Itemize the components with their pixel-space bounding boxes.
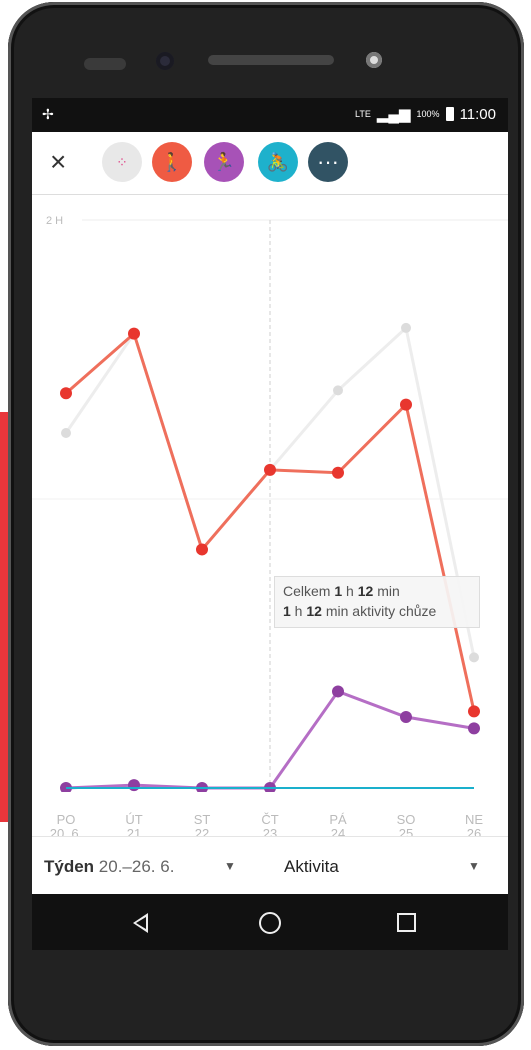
week-selector[interactable]: Týden 20.–26. 6.: [44, 857, 174, 877]
dots-icon: ⁘: [116, 153, 128, 170]
data-point-0-0[interactable]: [61, 428, 71, 438]
front-camera-icon: [156, 52, 174, 70]
data-point-0-6[interactable]: [469, 652, 479, 663]
data-point-1-2[interactable]: [196, 543, 208, 556]
data-point-1-4[interactable]: [332, 466, 344, 479]
red-edge-accent: [0, 412, 10, 822]
all-activities-chip[interactable]: ⁘: [102, 142, 142, 182]
notification-icon: ✢: [42, 106, 54, 122]
activity-filter-toolbar: × ⁘ 🚶 🏃 🚴 ···: [32, 132, 508, 195]
close-icon[interactable]: ×: [50, 146, 67, 177]
battery-percent: 100%: [416, 109, 440, 119]
tooltip-line-2: 1 h 12 min aktivity chůze: [283, 603, 437, 619]
chart-svg: 2 H: [32, 215, 508, 794]
x-tick-day: PO: [56, 812, 76, 827]
data-point-1-3[interactable]: [264, 463, 276, 476]
data-point-0-5[interactable]: [401, 322, 411, 333]
data-point-2-4[interactable]: [332, 685, 344, 698]
x-tick-day: ČT: [261, 812, 279, 827]
back-icon[interactable]: [122, 906, 158, 938]
speaker-icon: [84, 58, 126, 70]
status-bar: ✢ LTE ▂▄▆ 100% 11:00: [32, 98, 508, 132]
x-tick-day: NE: [464, 812, 484, 827]
battery-icon: [445, 107, 454, 121]
y-axis-label: 2 H: [46, 215, 63, 227]
running-chip[interactable]: 🏃: [204, 142, 244, 182]
data-point-2-5[interactable]: [400, 711, 412, 723]
data-point-2-6[interactable]: [468, 722, 480, 735]
data-point-0-4[interactable]: [333, 385, 343, 396]
chevron-down-icon[interactable]: ▼: [468, 859, 480, 873]
phone-top-bezel: [8, 2, 524, 98]
x-tick-day: ST: [193, 812, 211, 827]
activity-chart[interactable]: 2 H Celkem 1 h 12 min 1 h 12 min aktivit…: [32, 194, 508, 794]
sensor-icon: [366, 52, 382, 68]
navigation-bar: [32, 894, 508, 950]
x-tick-day: SO: [396, 812, 416, 827]
network-label: LTE: [354, 109, 371, 119]
activity-selector[interactable]: Aktivita: [284, 857, 339, 876]
bottom-filter-bar: Týden 20.–26. 6. ▼ Aktivita ▼: [32, 836, 508, 895]
walk-icon: 🚶: [160, 151, 184, 172]
data-point-1-0[interactable]: [60, 387, 72, 400]
tooltip-line-1: Celkem 1 h 12 min: [283, 583, 400, 599]
status-icons: LTE ▂▄▆ 100% 11:00: [354, 105, 496, 124]
cycling-chip[interactable]: 🚴: [258, 142, 298, 182]
data-point-1-5[interactable]: [400, 398, 412, 411]
clock: 11:00: [459, 105, 496, 123]
recent-apps-icon[interactable]: [388, 906, 424, 938]
data-point-1-1[interactable]: [128, 327, 140, 340]
signal-icon: ▂▄▆: [376, 106, 411, 123]
data-point-2-1[interactable]: [128, 779, 140, 792]
more-icon: ···: [317, 149, 339, 174]
run-icon: 🏃: [212, 151, 236, 172]
walking-chip[interactable]: 🚶: [152, 142, 192, 182]
x-tick-day: PÁ: [329, 812, 347, 827]
week-label: Týden: [44, 857, 95, 876]
chart-tooltip: Celkem 1 h 12 min 1 h 12 min aktivity ch…: [274, 576, 480, 628]
earpiece-icon: [208, 55, 334, 65]
home-icon[interactable]: [252, 906, 288, 938]
week-range: 20.–26. 6.: [98, 857, 175, 876]
screen: ✢ LTE ▂▄▆ 100% 11:00 × ⁘ 🚶 🏃 🚴 ··· 2 H: [32, 98, 508, 950]
x-tick-day: ÚT: [125, 812, 143, 827]
bike-icon: 🚴: [266, 151, 290, 172]
more-chip[interactable]: ···: [308, 142, 348, 182]
chevron-down-icon[interactable]: ▼: [224, 859, 236, 873]
data-point-1-6[interactable]: [468, 705, 480, 718]
